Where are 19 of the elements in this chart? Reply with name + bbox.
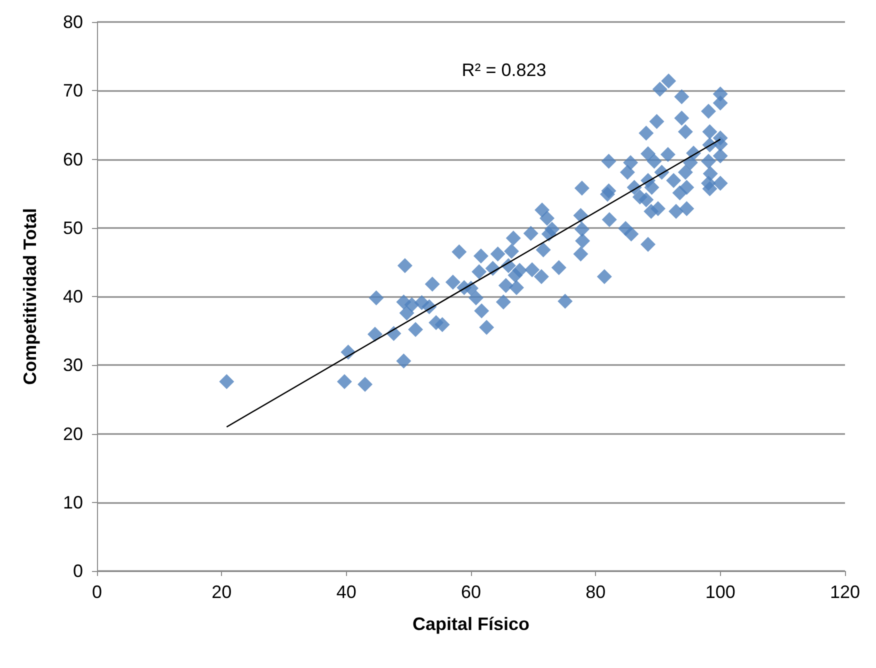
x-tick-label: 40 [336,582,356,602]
y-tick-label: 0 [72,561,83,581]
y-tick-label: 50 [62,218,83,238]
y-tick-label: 30 [62,355,83,376]
y-tick-label: 10 [62,492,83,512]
x-tick-label: 20 [212,582,232,602]
annotation: R² = 0.823 [462,60,546,80]
y-axis-title: Competitividad Total [20,208,40,385]
x-tick-label: 100 [705,582,736,602]
y-tick-label: 20 [62,424,83,444]
x-tick-label: 120 [830,582,860,602]
x-tick-label: 0 [92,582,102,602]
y-tick-label: 60 [62,149,83,170]
x-tick-label: 60 [460,582,482,602]
y-tick-label: 40 [62,286,83,306]
y-tick-label: 70 [62,80,83,101]
x-tick-label: 80 [586,582,606,602]
x-axis-title: Capital Físico [412,614,530,634]
y-tick-label: 80 [62,12,83,32]
